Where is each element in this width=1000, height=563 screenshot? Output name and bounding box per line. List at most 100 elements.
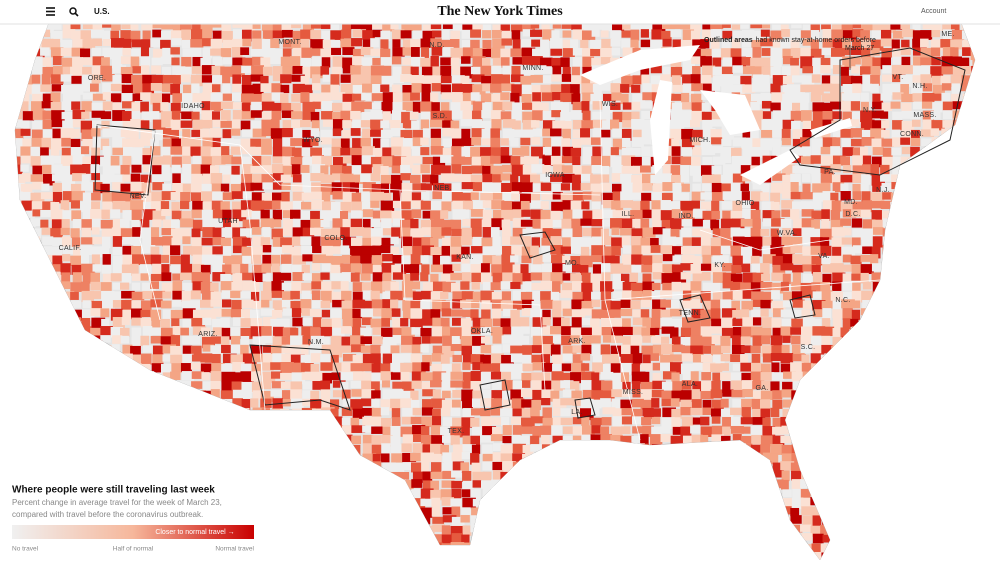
county-shape — [60, 461, 72, 471]
county-shape — [412, 129, 426, 142]
county-shape — [192, 219, 207, 232]
county-shape — [551, 110, 561, 118]
county-shape — [202, 390, 212, 400]
county-shape — [610, 156, 622, 168]
county-shape — [721, 435, 731, 443]
county-shape — [461, 83, 475, 95]
county-shape — [242, 353, 257, 365]
county-shape — [801, 326, 814, 337]
county-shape — [522, 164, 537, 177]
county-shape — [901, 452, 912, 463]
county-shape — [502, 435, 512, 444]
county-shape — [530, 462, 545, 474]
county-shape — [801, 218, 814, 228]
county-shape — [140, 219, 150, 231]
county-shape — [132, 380, 143, 390]
county-shape — [160, 254, 170, 263]
county-shape — [191, 173, 203, 184]
county-shape — [110, 327, 124, 338]
county-shape — [281, 390, 292, 402]
county-shape — [542, 362, 553, 372]
county-shape — [520, 200, 530, 211]
county-shape — [471, 282, 480, 290]
county-shape — [131, 282, 141, 291]
county-shape — [742, 147, 757, 157]
county-shape — [921, 246, 933, 256]
county-shape — [231, 281, 243, 291]
county-shape — [691, 156, 701, 168]
county-shape — [190, 290, 201, 300]
county-shape — [751, 309, 765, 319]
county-shape — [701, 461, 714, 469]
county-shape — [532, 48, 544, 57]
county-shape — [591, 425, 601, 434]
county-shape — [591, 390, 603, 401]
county-shape — [812, 228, 825, 241]
county-shape — [15, 128, 24, 141]
county-shape — [770, 245, 785, 257]
county-shape — [430, 237, 439, 248]
county-shape — [141, 254, 153, 266]
county-shape — [612, 381, 624, 390]
county-shape — [931, 362, 940, 371]
county-shape — [251, 381, 261, 393]
county-shape — [932, 228, 941, 239]
county-shape — [881, 362, 895, 375]
county-shape — [622, 281, 637, 293]
county-shape — [30, 407, 43, 415]
county-shape — [892, 137, 901, 147]
county-shape — [130, 389, 145, 400]
county-shape — [15, 344, 24, 353]
county-shape — [280, 272, 292, 281]
county-shape — [961, 362, 971, 372]
county-shape — [781, 470, 790, 482]
county-shape — [410, 39, 422, 48]
county-shape — [931, 20, 942, 32]
county-shape — [15, 183, 25, 194]
county-shape — [862, 83, 872, 92]
county-shape — [750, 101, 760, 113]
county-shape — [880, 398, 892, 411]
county-shape — [611, 461, 620, 471]
county-shape — [782, 182, 793, 193]
county-shape — [551, 354, 565, 366]
county-shape — [702, 399, 712, 411]
county-shape — [550, 84, 564, 94]
county-shape — [610, 309, 621, 318]
county-shape — [842, 83, 855, 95]
county-shape — [602, 93, 616, 102]
county-shape — [272, 30, 284, 39]
county-shape — [411, 20, 422, 31]
county-shape — [762, 417, 771, 429]
county-shape — [860, 92, 869, 103]
county-shape — [850, 128, 865, 138]
county-shape — [461, 452, 471, 460]
county-shape — [372, 272, 383, 284]
county-shape — [741, 263, 751, 273]
county-shape — [320, 326, 332, 337]
county-shape — [852, 228, 863, 240]
county-shape — [870, 164, 880, 176]
county-shape — [720, 398, 729, 408]
county-shape — [542, 309, 551, 320]
county-shape — [611, 237, 624, 248]
county-shape — [650, 75, 664, 88]
county-shape — [321, 201, 336, 212]
county-shape — [182, 84, 197, 95]
county-shape — [392, 101, 404, 111]
county-shape — [741, 380, 753, 389]
county-shape — [750, 345, 761, 354]
county-shape — [81, 263, 95, 276]
county-shape — [681, 219, 693, 227]
county-shape — [572, 227, 583, 239]
county-shape — [401, 255, 415, 267]
county-shape — [652, 255, 663, 264]
county-shape — [300, 344, 309, 355]
county-shape — [800, 156, 814, 165]
county-shape — [501, 30, 511, 41]
county-shape — [142, 452, 153, 465]
county-shape — [240, 344, 249, 357]
county-shape — [741, 56, 752, 66]
county-shape — [270, 470, 279, 480]
county-shape — [600, 165, 609, 178]
